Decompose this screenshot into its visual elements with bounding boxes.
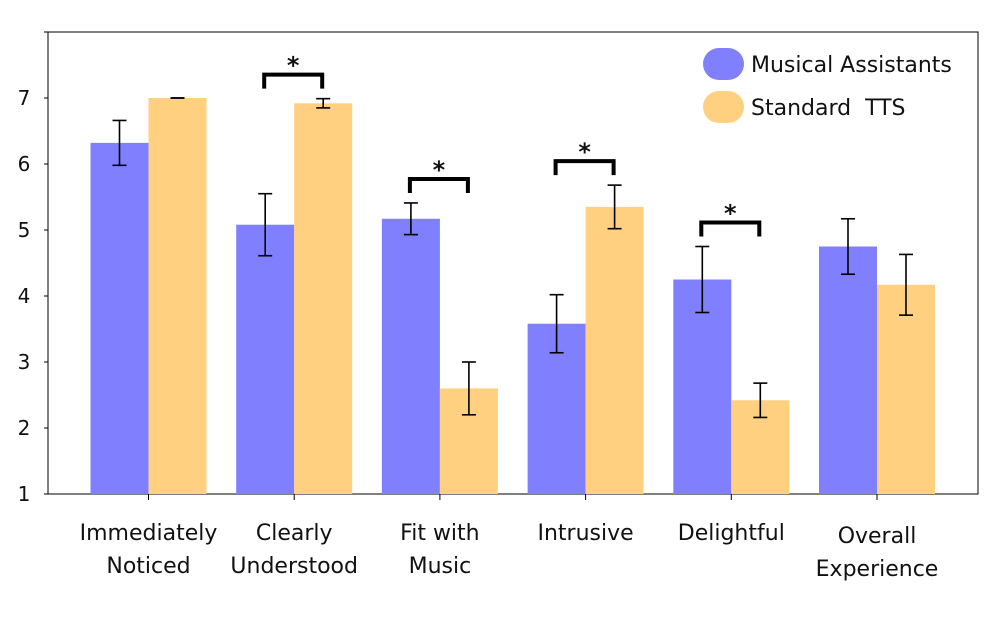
- bar-musical-assistants-2: [381, 218, 440, 494]
- legend-swatch-musical-assistants: [703, 48, 744, 80]
- category-label-0-line-0: Immediately: [80, 521, 218, 546]
- significance-bracket-1: *: [262, 52, 325, 89]
- y-tick-label-6: 6: [18, 152, 31, 176]
- significance-star-3: *: [578, 138, 591, 166]
- y-tick-label-1: 1: [18, 482, 31, 506]
- y-tick-label-7: 7: [18, 86, 31, 110]
- category-label-2-line-1: Music: [409, 554, 472, 579]
- y-tick-label-2: 2: [18, 416, 31, 440]
- bar-standard-tts-3: [585, 206, 644, 494]
- legend: Musical Assistants Standard TTS: [703, 48, 952, 123]
- plot-frame: [47, 31, 979, 495]
- y-tick-label-3: 3: [18, 350, 31, 374]
- category-label-4-line-0: Delightful: [678, 521, 785, 546]
- error-bar-standard-tts-2: [461, 361, 476, 416]
- category-label-5-line-1: Experience: [816, 557, 939, 582]
- bar-standard-tts-5: [877, 284, 935, 494]
- significance-layer: * * * *: [262, 52, 762, 237]
- bar-standard-tts-1: [294, 103, 353, 494]
- error-bar-musical-assistants-5: [841, 217, 855, 276]
- category-label-2-line-0: Fit with: [400, 521, 479, 546]
- significance-star-4: *: [724, 200, 737, 228]
- legend-label-musical-assistants: Musical Assistants: [751, 53, 952, 78]
- category-label-1-line-0: Clearly: [256, 521, 333, 546]
- significance-star-2: *: [433, 156, 446, 184]
- y-tick-label-5: 5: [18, 218, 31, 242]
- error-bar-musical-assistants-1: [258, 192, 273, 257]
- legend-label-standard-tts: Standard TTS: [751, 96, 906, 121]
- bars-layer: [90, 98, 935, 494]
- category-label-5-line-0: Overall: [838, 524, 917, 549]
- significance-bracket-2: *: [407, 156, 470, 193]
- bar-musical-assistants-4: [673, 279, 732, 494]
- category-label-1-line-1: Understood: [230, 554, 358, 579]
- bar-musical-assistants-5: [819, 246, 877, 494]
- error-bars-layer: [112, 97, 913, 419]
- error-bar-musical-assistants-4: [695, 245, 710, 314]
- y-axis: 1 2 3 4 5 6 7: [18, 31, 48, 506]
- y-tick-label-4: 4: [18, 284, 31, 308]
- x-axis: Immediately Noticed Clearly Understood Fit w…: [80, 494, 939, 582]
- category-label-0-line-1: Noticed: [106, 554, 190, 579]
- bar-standard-tts-0: [148, 98, 207, 494]
- legend-swatch-standard-tts: [703, 91, 744, 123]
- error-bar-standard-tts-1: [316, 97, 331, 109]
- significance-star-1: *: [287, 52, 300, 80]
- significance-bracket-4: *: [699, 200, 762, 237]
- bar-musical-assistants-1: [236, 224, 295, 494]
- error-bar-musical-assistants-3: [549, 293, 564, 354]
- bar-musical-assistants-0: [90, 142, 149, 494]
- significance-bracket-3: *: [553, 138, 616, 176]
- error-bar-musical-assistants-0: [112, 119, 127, 167]
- error-bar-standard-tts-4: [753, 382, 768, 419]
- error-bar-musical-assistants-2: [403, 202, 418, 236]
- error-bar-standard-tts-5: [899, 253, 913, 316]
- category-label-3-line-0: Intrusive: [538, 521, 634, 546]
- error-bar-standard-tts-3: [607, 184, 622, 230]
